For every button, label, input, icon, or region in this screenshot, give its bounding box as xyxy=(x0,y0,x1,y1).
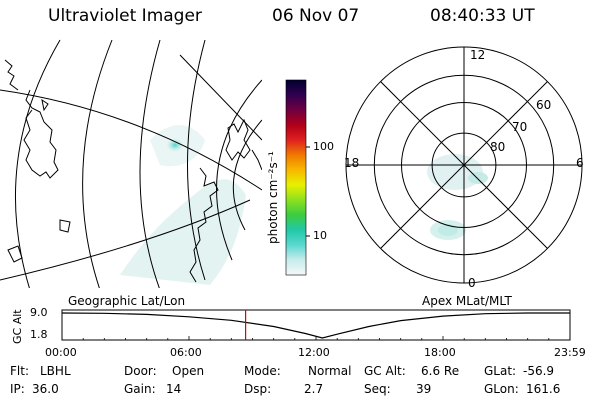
polar-plot xyxy=(345,46,583,284)
footer-value-mode: Normal xyxy=(308,364,352,378)
timeline-xtick-0600: 06:00 xyxy=(170,346,202,359)
mlt-label-12: 12 xyxy=(470,48,486,62)
mlt-label-18: 18 xyxy=(344,156,360,170)
mlat-label-80: 80 xyxy=(490,140,506,154)
footer-key-seq: Seq: xyxy=(364,382,391,396)
footer-key-glon: GLon: xyxy=(484,382,519,396)
footer-value-door: Open xyxy=(172,364,205,378)
instrument-title: Ultraviolet Imager xyxy=(48,6,202,26)
header-date: 06 Nov 07 xyxy=(272,6,360,26)
mlt-label-6: 6 xyxy=(576,156,584,170)
mlt-label-0: 0 xyxy=(468,276,476,290)
footer-value-dsp: 2.7 xyxy=(304,382,324,396)
timeline-xtick-1200: 12:00 xyxy=(298,346,330,359)
timeline-chart xyxy=(61,309,571,341)
colorbar-unit-label: photon cm⁻²s⁻¹ xyxy=(266,151,280,244)
colorbar xyxy=(285,79,307,276)
footer-key-mode: Mode: xyxy=(244,364,281,378)
footer-value-flt: LBHL xyxy=(40,364,71,378)
geographic-map xyxy=(0,39,262,288)
timeline-xtick-2359: 23:59 xyxy=(554,346,586,359)
footer-value-ip: 36.0 xyxy=(32,382,59,396)
footer-value-seq: 39 xyxy=(416,382,432,396)
footer-key-gcalt: GC Alt: xyxy=(364,364,406,378)
colorbar-tick-10: 10 xyxy=(313,229,327,242)
footer-key-gain: Gain: xyxy=(124,382,156,396)
footer-key-dsp: Dsp: xyxy=(244,382,272,396)
timeline-ylabel: GC Alt xyxy=(11,309,24,344)
auroral-spot xyxy=(166,138,184,152)
footer-key-door: Door: xyxy=(124,364,157,378)
mlat-label-70: 70 xyxy=(512,120,528,134)
timeline-xtick-0000: 00:00 xyxy=(45,346,77,359)
footer-value-gain: 14 xyxy=(166,382,182,396)
colorbar-tick-100: 100 xyxy=(313,140,334,153)
timeline-ytick-min: 1.8 xyxy=(30,328,48,341)
header-time: 08:40:33 UT xyxy=(430,6,535,26)
footer-key-glat: GLat: xyxy=(484,364,517,378)
footer-value-gcalt: 6.6 Re xyxy=(421,364,460,378)
footer-value-glon: 161.6 xyxy=(526,382,561,396)
geographic-label: Geographic Lat/Lon xyxy=(68,294,186,308)
timeline-ytick-max: 9.0 xyxy=(30,306,48,319)
footer-value-glat: -56.9 xyxy=(523,364,555,378)
mlat-label-60: 60 xyxy=(536,98,552,112)
footer-key-flt: Flt: xyxy=(10,364,29,378)
footer-key-ip: IP: xyxy=(10,382,25,396)
apex-label: Apex MLat/MLT xyxy=(422,294,512,308)
timeline-xtick-1800: 18:00 xyxy=(424,346,456,359)
